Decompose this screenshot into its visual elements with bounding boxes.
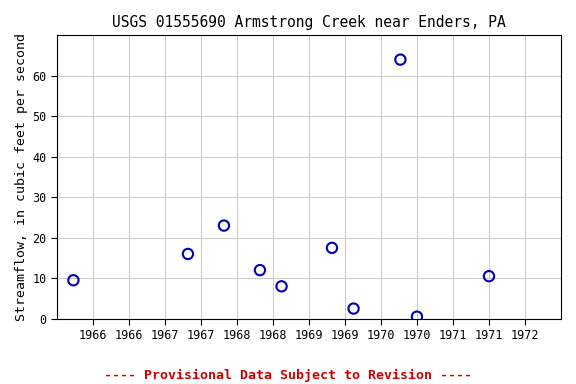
Point — [484, 273, 494, 279]
Point — [396, 56, 405, 63]
Point — [349, 306, 358, 312]
Point — [183, 251, 192, 257]
Point — [327, 245, 336, 251]
Y-axis label: Streamflow, in cubic feet per second: Streamflow, in cubic feet per second — [15, 33, 28, 321]
Point — [255, 267, 264, 273]
Point — [412, 314, 422, 320]
Title: USGS 01555690 Armstrong Creek near Enders, PA: USGS 01555690 Armstrong Creek near Ender… — [112, 15, 506, 30]
Point — [277, 283, 286, 290]
Point — [219, 222, 229, 228]
Point — [69, 277, 78, 283]
Text: ---- Provisional Data Subject to Revision ----: ---- Provisional Data Subject to Revisio… — [104, 369, 472, 382]
